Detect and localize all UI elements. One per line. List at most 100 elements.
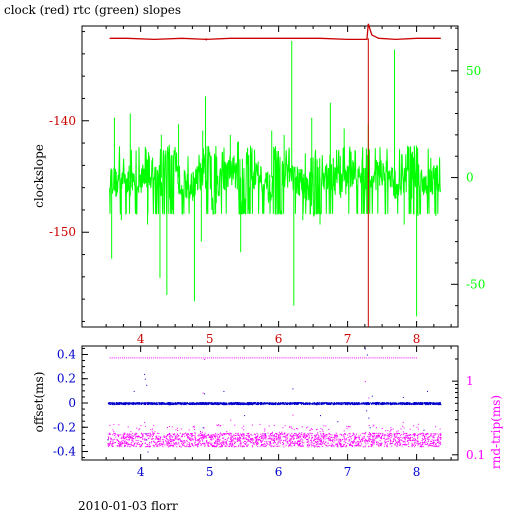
rnd-trip-point	[311, 437, 313, 439]
rnd-trip-point	[226, 442, 227, 444]
offset-outlier	[427, 390, 428, 392]
rnd-trip-point	[170, 439, 171, 441]
rnd-trip-upper-point	[349, 357, 351, 359]
rnd-trip-point	[256, 432, 258, 434]
offset-point	[228, 402, 230, 404]
rnd-trip-point	[326, 437, 328, 439]
rnd-trip-point	[290, 439, 292, 441]
offset-point	[243, 403, 245, 405]
rnd-trip-point	[372, 441, 374, 443]
rnd-trip-point	[126, 436, 127, 438]
rnd-trip-point	[252, 442, 254, 444]
offset-point	[259, 403, 261, 405]
rnd-trip-point	[190, 443, 192, 445]
rnd-trip-point	[432, 445, 434, 447]
offset-point	[366, 403, 368, 405]
rnd-trip-point	[190, 446, 191, 447]
rnd-trip-point	[422, 443, 424, 445]
rnd-trip-point	[371, 445, 373, 447]
rnd-trip-point	[213, 434, 215, 436]
rnd-trip-point	[372, 439, 374, 441]
rnd-trip-upper-point	[415, 357, 417, 359]
rnd-trip-point	[290, 442, 292, 444]
rnd-trip-point	[214, 437, 216, 439]
offset-point	[149, 402, 151, 404]
rnd-trip-upper-point	[331, 357, 333, 359]
rnd-trip-point	[347, 434, 349, 436]
offset-point	[132, 402, 134, 404]
rnd-trip-point	[233, 438, 235, 440]
rnd-trip-point	[386, 446, 388, 448]
rnd-trip-point	[343, 436, 345, 438]
rnd-trip-point	[169, 445, 171, 447]
offset-point	[368, 402, 370, 404]
rnd-trip-point	[297, 441, 299, 443]
rnd-trip-point	[364, 432, 366, 434]
rnd-trip-point	[394, 444, 396, 446]
rnd-trip-point	[395, 436, 397, 438]
rnd-trip-point	[379, 443, 381, 445]
offset-point	[318, 403, 320, 405]
offset-outlier	[320, 415, 321, 417]
rnd-trip-point	[161, 443, 163, 445]
offset-point	[272, 403, 274, 406]
rnd-trip-point	[260, 436, 262, 438]
rnd-trip-point	[400, 428, 402, 430]
rnd-trip-point	[359, 438, 361, 440]
rnd-trip-point	[302, 435, 304, 437]
rnd-trip-point	[121, 437, 123, 439]
offset-point	[381, 403, 383, 405]
rnd-trip-point	[303, 442, 305, 444]
rnd-trip-point	[243, 434, 245, 436]
rnd-trip-point	[355, 438, 357, 440]
offset-point	[169, 403, 171, 405]
rnd-trip-point	[311, 438, 313, 440]
offset-point	[285, 403, 287, 405]
rnd-trip-outlier	[368, 397, 370, 399]
rnd-trip-point	[332, 439, 334, 441]
offset-point	[274, 403, 276, 405]
offset-point	[138, 403, 140, 405]
rnd-trip-point	[314, 446, 316, 448]
rnd-trip-point	[262, 444, 264, 446]
rnd-trip-point	[427, 445, 429, 447]
rnd-trip-point	[437, 435, 439, 437]
rnd-trip-point	[291, 428, 293, 430]
rnd-trip-point	[416, 443, 418, 444]
rnd-trip-point	[328, 439, 330, 441]
rnd-trip-point	[339, 443, 340, 445]
rnd-trip-point	[291, 436, 293, 438]
rnd-trip-point	[184, 441, 186, 443]
rnd-trip-point	[320, 443, 322, 445]
rnd-trip-point	[163, 436, 165, 438]
rnd-trip-point	[428, 438, 430, 440]
rnd-trip-point	[177, 435, 179, 437]
rnd-trip-point	[277, 445, 279, 447]
rnd-trip-point	[234, 441, 236, 443]
offset-point	[202, 402, 204, 404]
offset-point	[406, 403, 408, 405]
offset-outlier	[292, 388, 294, 390]
rnd-trip-point	[207, 444, 209, 446]
rnd-trip-point	[202, 443, 204, 445]
rnd-trip-point	[435, 443, 437, 445]
rnd-trip-point	[393, 435, 395, 437]
rnd-trip-point	[203, 435, 205, 437]
offset-point	[170, 403, 172, 406]
offset-point	[356, 402, 358, 404]
rnd-trip-point	[331, 434, 333, 436]
rnd-trip-point	[121, 443, 123, 444]
rnd-trip-point	[261, 434, 263, 436]
rnd-trip-point	[396, 442, 398, 444]
rnd-trip-point	[323, 433, 325, 435]
rnd-trip-point	[385, 434, 387, 436]
rnd-trip-point	[294, 433, 296, 435]
rnd-trip-point	[221, 444, 222, 446]
offset-point	[116, 402, 118, 404]
rnd-trip-point	[323, 436, 325, 438]
rnd-trip-point	[372, 443, 374, 445]
rnd-trip-point	[124, 432, 126, 434]
rnd-trip-point	[243, 429, 245, 431]
rnd-trip-point	[130, 435, 132, 437]
rnd-trip-point	[184, 445, 186, 447]
